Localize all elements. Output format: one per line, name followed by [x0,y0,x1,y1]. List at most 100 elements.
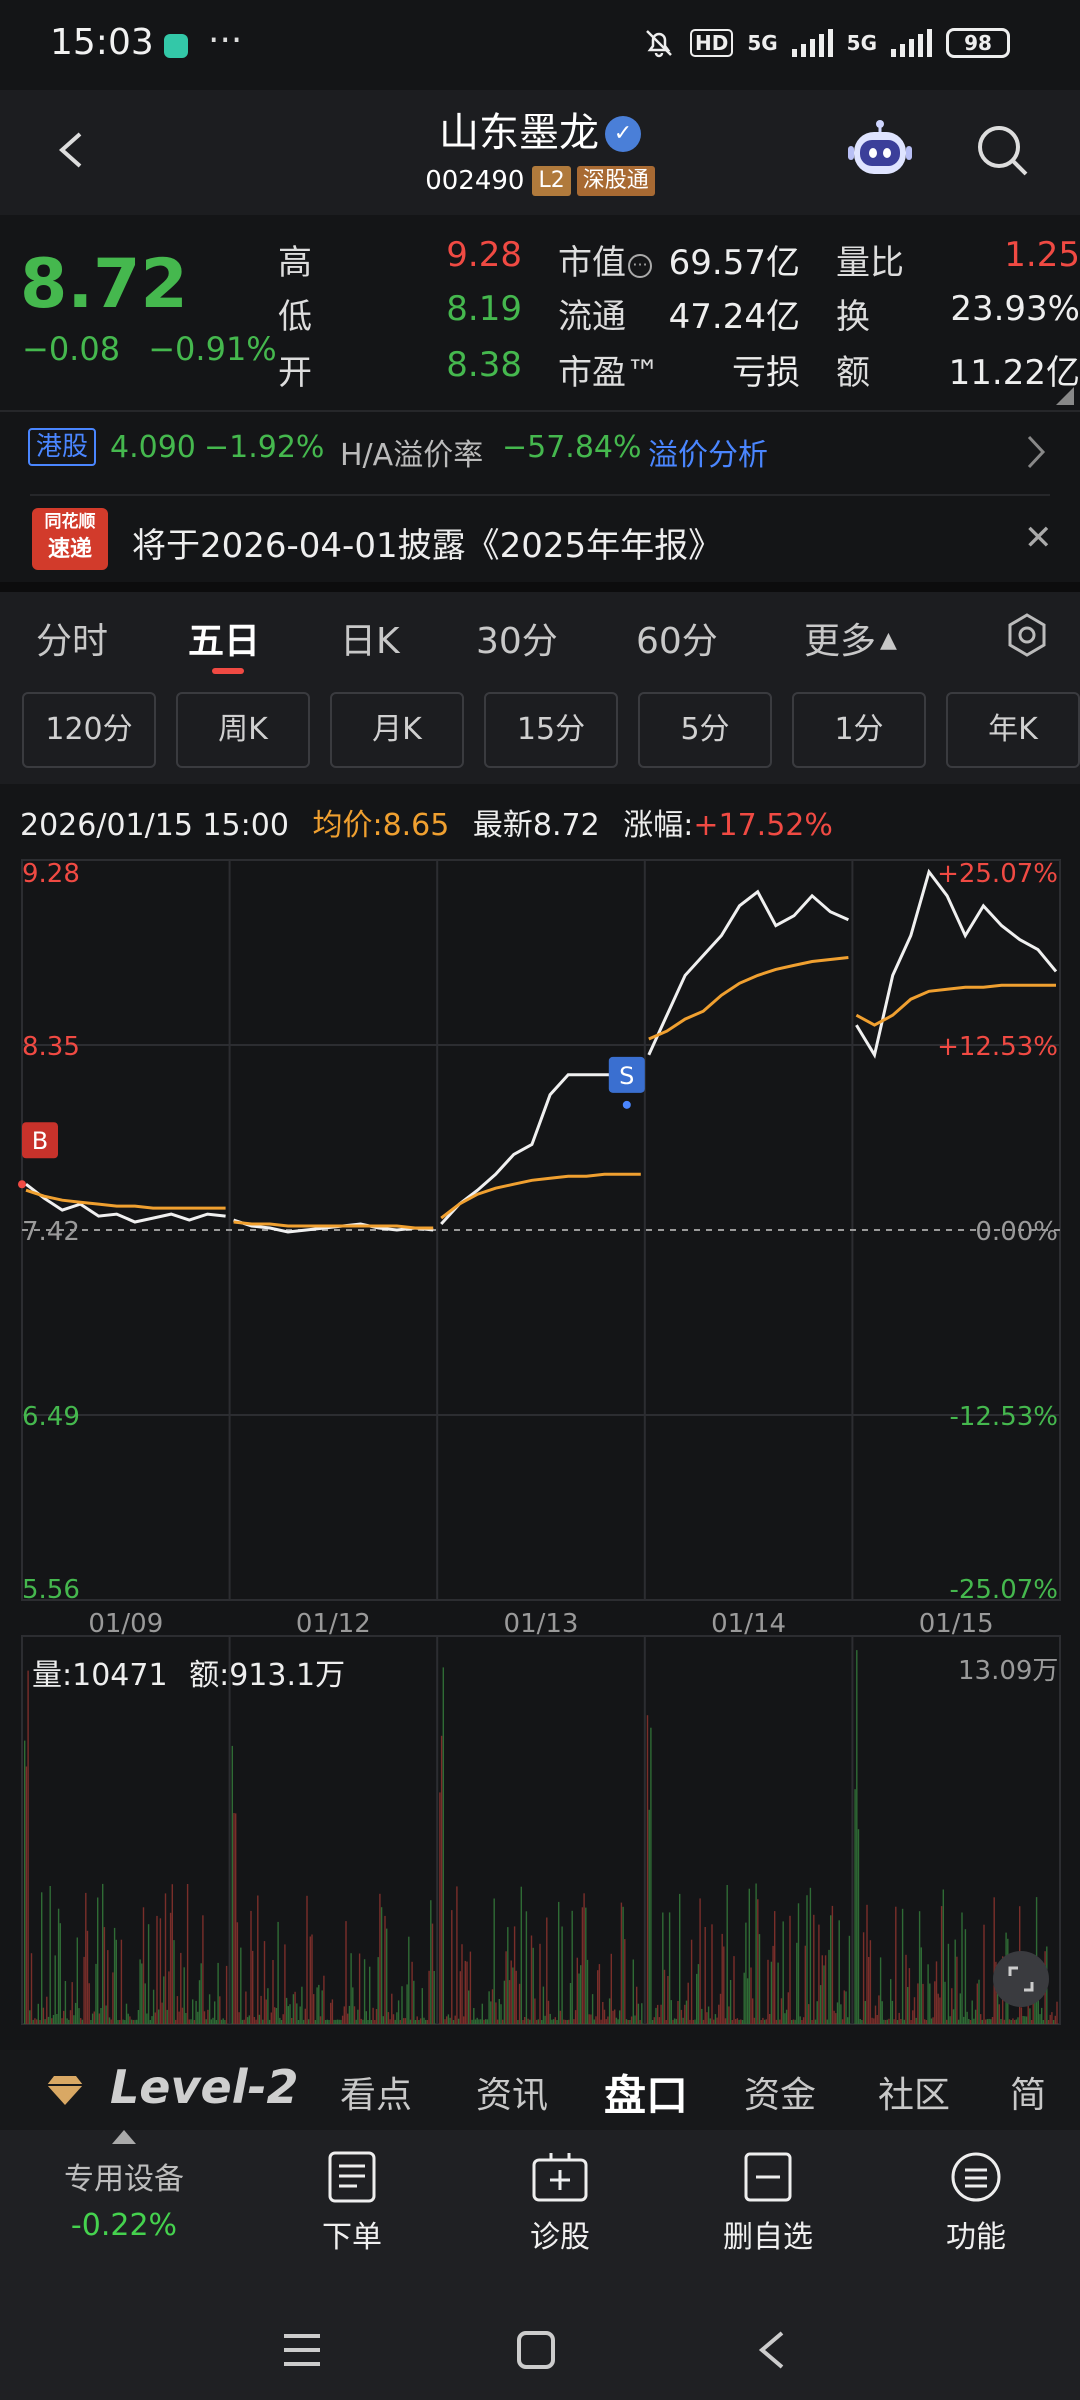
volume-bar [655,2007,657,2024]
subtab-weekly-k[interactable]: 周K [176,692,310,768]
info-icon[interactable]: ··· [628,254,652,278]
amount-value: 11.22亿 [948,353,1080,393]
tab-capital[interactable]: 资金 [744,2075,817,2116]
volume-bar [663,1969,666,2024]
volume-bar [439,1792,441,2024]
x-tick: 01/14 [711,1609,786,1639]
expand-corner-icon[interactable] [1056,387,1074,405]
volume-bar [469,1951,472,2024]
volume-bar [403,2018,405,2024]
premium-analysis-link[interactable]: 溢价分析 [648,438,768,473]
tab-intraday[interactable]: 分时 [36,621,109,662]
recents-menu-icon[interactable] [282,2332,322,2368]
volume-bar [358,1953,361,2024]
volume-bar [190,2019,192,2024]
volume-bar [826,2019,828,2024]
x-tick: 01/15 [919,1609,994,1639]
volume-bar [456,1886,458,2024]
tab-highlights[interactable]: 看点 [340,2075,413,2116]
volume-bar [792,2019,795,2024]
volume-bar [496,2019,499,2024]
status-indicators: HD 5G 5G 98 [642,26,1010,60]
volume-bar [1052,2020,1055,2024]
volume-bar [1054,2015,1056,2024]
back-arrow-icon[interactable] [52,130,92,170]
subtab-15min[interactable]: 15分 [484,692,618,768]
subtab-1min[interactable]: 1分 [792,692,926,768]
volume-bar [692,2020,694,2024]
active-tab-indicator [212,668,244,674]
volume-bar [534,1998,536,2024]
diagnose-button[interactable]: 诊股 [480,2150,640,2256]
back-nav-icon[interactable] [756,2330,786,2370]
volume-bar [653,2017,655,2024]
y-tick-right: +25.07% [937,859,1058,889]
volume-bar [238,2012,240,2024]
volume-bar [423,2017,425,2024]
volume-bar [524,2017,526,2024]
volume-bar [696,1973,698,2024]
hk-price: 4.090 [110,430,196,465]
volume-bar [1024,2016,1026,2024]
tab-community[interactable]: 社区 [878,2075,951,2116]
volume-bar [959,1993,961,2024]
volume-bar [198,1980,201,2024]
volume-bar [564,2019,567,2024]
volume-bar [214,2001,216,2024]
volume-bar [868,1957,870,2024]
fullscreen-icon[interactable] [992,1950,1050,2008]
volume-bar [605,2019,607,2024]
tab-30min[interactable]: 30分 [476,621,558,662]
ai-assistant-robot-icon[interactable] [846,118,914,180]
volume-bar [667,1976,669,2024]
volume-bar [947,1943,950,2024]
market-cap-label: 市值 ··· [558,235,652,284]
volume-bar [908,1968,911,2024]
volume-bar [95,1963,97,2024]
volume-bar [586,1959,589,2024]
volume-bar [404,2018,407,2024]
tab-level2[interactable]: Level-2 [110,2060,299,2114]
order-button[interactable]: 下单 [272,2150,432,2256]
volume-bar [262,2019,264,2024]
five-day-chart[interactable]: 9.28 +25.07% 8.35 +12.53% 7.42 0.00% 6.49 -12.5… [0,836,1080,2036]
volume-bar [46,1996,48,2024]
volume-bar [888,2018,890,2024]
volume-bar [784,2013,786,2024]
tab-more[interactable]: 更多 ▲ [804,621,897,662]
settings-hexagon-icon[interactable] [1004,612,1050,658]
home-icon[interactable] [516,2330,556,2370]
functions-button[interactable]: 功能 [896,2150,1056,2256]
search-icon[interactable] [974,122,1030,178]
volume-bar [680,2009,683,2024]
volume-bar [886,2019,888,2024]
volume-bar [925,2020,928,2024]
volume-bar [408,1936,410,2024]
volume-bar [117,2020,119,2024]
subtab-120min[interactable]: 120分 [22,692,156,768]
tab-order-book[interactable]: 盘口 [604,2071,689,2120]
tab-daily-k[interactable]: 日K [340,621,400,662]
hk-share-row[interactable]: 港股 4.090 −1.92% H/A溢价率 −57.84% 溢价分析 [0,412,1080,494]
sell-marker: S [608,1056,645,1109]
volume-bar [253,2017,256,2024]
pe-label: 市盈™ [558,353,660,393]
sector-indicator[interactable]: 专用设备 -0.22% [44,2130,204,2243]
tab-news[interactable]: 资讯 [476,2075,549,2116]
subtab-monthly-k[interactable]: 月K [330,692,464,768]
volume-bar [890,1979,892,2024]
close-icon[interactable]: ✕ [1024,518,1053,558]
tab-60min[interactable]: 60分 [636,621,718,662]
volume-bar [1010,2020,1012,2024]
subtab-5min[interactable]: 5分 [638,692,772,768]
volume-bar [326,2019,328,2024]
subtab-yearly-k[interactable]: 年K [946,692,1080,768]
period-subtabs: 120分 周K 月K 15分 5分 1分 年K [0,684,1080,784]
avg-price-line [25,1188,226,1210]
volume-bar [468,1990,470,2024]
volume-bar [714,2014,717,2024]
remove-watchlist-button[interactable]: 删自选 [688,2150,848,2256]
current-price: 8.72 [20,245,188,324]
tab-five-day[interactable]: 五日 [188,621,261,662]
announcement-banner[interactable]: 同花顺 速递 将于2026-04-01披露《2025年年报》 ✕ [0,496,1080,582]
